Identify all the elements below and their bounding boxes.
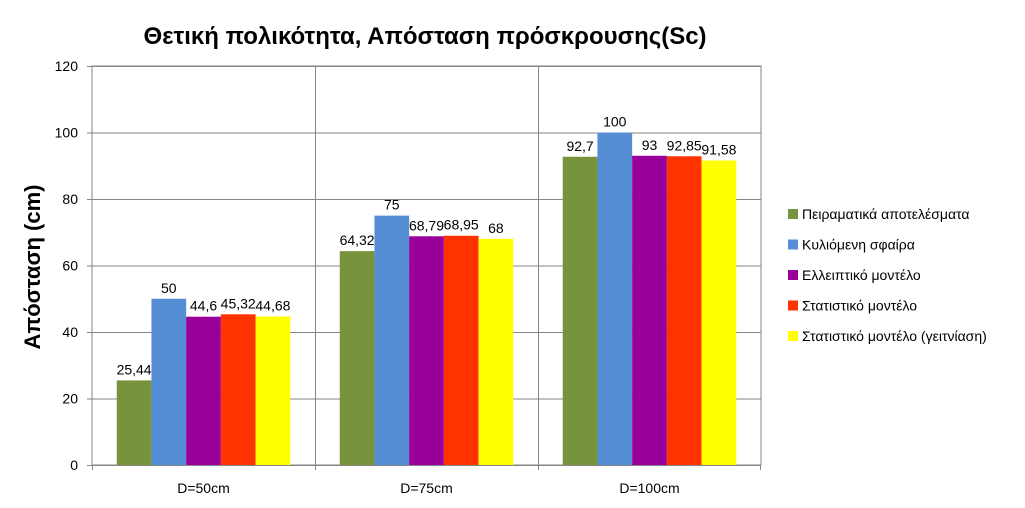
y-tick-label: 100 <box>55 125 79 141</box>
x-tick-label: D=75cm <box>400 480 453 496</box>
bar <box>562 156 598 465</box>
data-label: 44,6 <box>190 298 217 314</box>
data-label: 25,44 <box>117 361 152 377</box>
bar <box>151 298 187 465</box>
bar <box>632 155 667 465</box>
bar <box>220 314 256 465</box>
bar <box>597 132 633 465</box>
data-label: 92,85 <box>667 137 702 153</box>
legend-label: Κυλιόμενη σφαίρα <box>802 237 915 253</box>
legend-swatch <box>788 270 798 280</box>
bars-layer <box>116 132 737 465</box>
bar <box>409 236 444 465</box>
y-tick-label: 40 <box>62 324 78 340</box>
bar <box>701 160 737 465</box>
bar <box>374 215 410 465</box>
legend-swatch <box>788 239 798 250</box>
data-label: 64,32 <box>340 232 375 248</box>
data-label: 68 <box>488 220 504 236</box>
y-tick-label: 20 <box>62 391 78 407</box>
x-tick-label: D=100cm <box>619 480 679 496</box>
bar <box>339 251 375 465</box>
bar <box>255 316 291 465</box>
data-label: 100 <box>603 114 627 130</box>
bar <box>443 235 479 465</box>
chart-title: Θετική πολικότητα, Απόσταση πρόσκρουσης(… <box>143 23 706 50</box>
data-label: 92,7 <box>566 138 593 154</box>
y-axis-label: Απόσταση (cm) <box>20 185 45 350</box>
y-tick-label: 0 <box>70 457 78 473</box>
legend-label: Στατιστικό μοντέλο (γειτνίαση) <box>802 328 987 344</box>
legend-swatch <box>788 300 798 311</box>
data-label: 45,32 <box>221 295 256 311</box>
legend: Πειραματικά αποτελέσματα Κυλιόμενη σφαίρα… <box>788 206 987 344</box>
data-label: 93 <box>642 137 658 153</box>
data-labels-layer: 25,44 50 44,6 45,32 44,68 64,32 75 68,79 68,95 68… <box>117 114 737 378</box>
legend-label: Ελλειπτικό μοντέλο <box>802 267 921 283</box>
x-tick-label: D=50cm <box>177 480 230 496</box>
legend-swatch <box>788 331 798 341</box>
data-label: 68,95 <box>444 217 479 233</box>
axis-layer: 0 20 40 60 80 100 120 D=50cm D=75cm D=100cm <box>55 58 761 496</box>
data-label: 68,79 <box>409 217 444 233</box>
y-tick-label: 80 <box>62 191 78 207</box>
data-label: 44,68 <box>255 297 290 313</box>
bar <box>116 380 152 465</box>
y-tick-label: 120 <box>55 58 79 74</box>
legend-label: Πειραματικά αποτελέσματα <box>802 206 970 222</box>
bar <box>666 156 702 465</box>
bar <box>186 316 221 465</box>
data-label: 50 <box>161 280 177 296</box>
legend-swatch <box>788 209 798 219</box>
bar <box>478 238 514 465</box>
legend-label: Στατιστικό μοντέλο <box>802 298 917 314</box>
y-tick-label: 60 <box>62 258 78 274</box>
data-label: 91,58 <box>701 141 736 157</box>
data-label: 75 <box>384 197 400 213</box>
